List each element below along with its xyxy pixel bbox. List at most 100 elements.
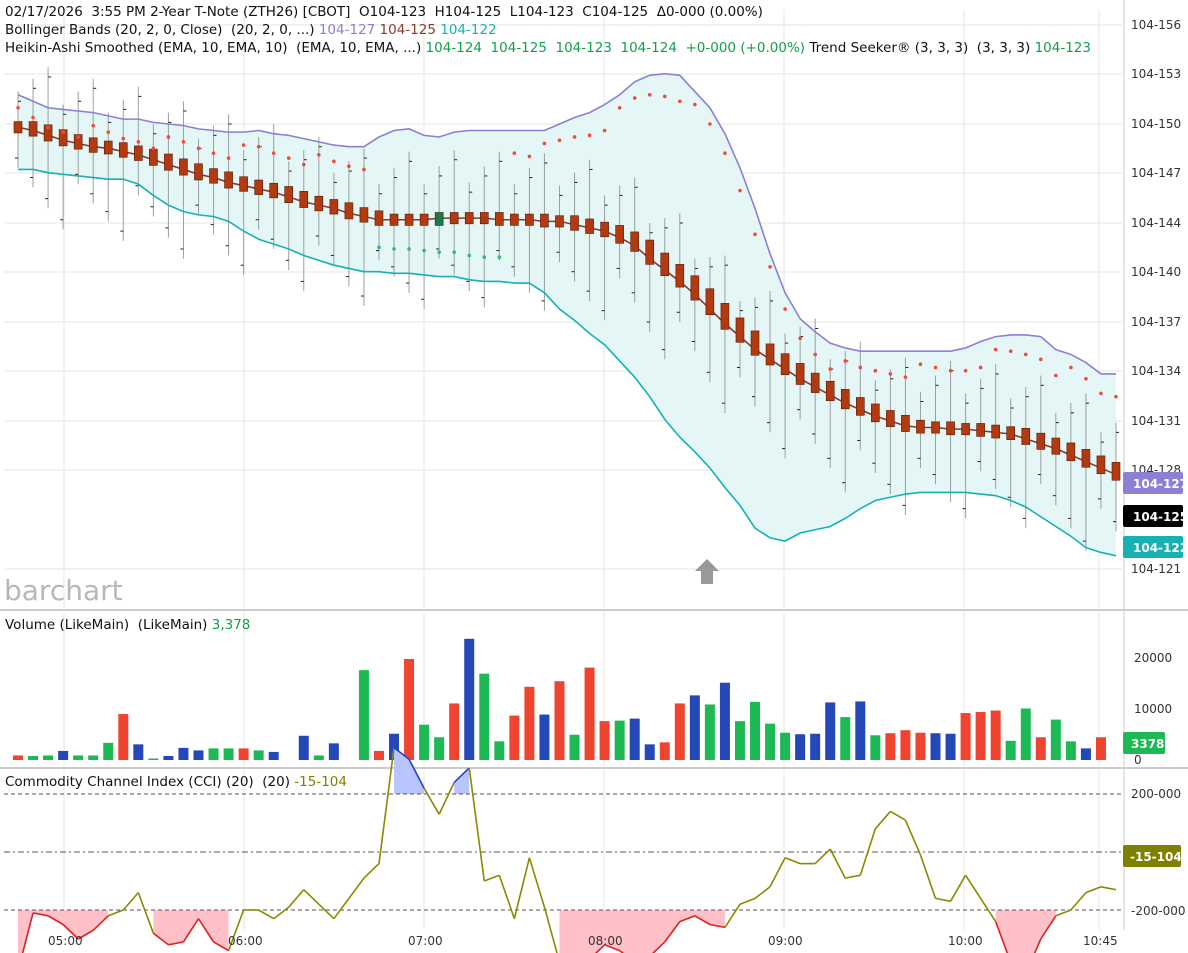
heikin-ashi-candle xyxy=(630,231,639,252)
trend-seeker-label: Trend Seeker® (3, 3, 3) (3, 3, 3) xyxy=(805,40,1035,56)
trend-seeker-dot xyxy=(407,247,411,251)
cci-line-segment xyxy=(664,921,681,943)
price-tag-label: 104-122 xyxy=(1133,541,1188,555)
trend-seeker-dot xyxy=(978,365,983,370)
volume-pane xyxy=(13,638,1106,760)
cci-line-segment xyxy=(964,874,982,899)
cci-tick-label: 200-000 xyxy=(1131,787,1181,801)
trend-seeker-dot xyxy=(948,368,953,373)
heikin-ashi-candle xyxy=(374,210,384,226)
volume-bar xyxy=(975,712,986,760)
volume-value: 3,378 xyxy=(211,617,251,633)
price-tag: 104-127 xyxy=(1123,472,1188,494)
heikin-ashi-candle xyxy=(419,213,429,226)
heikin-ashi-candle xyxy=(1096,455,1106,475)
volume-bar xyxy=(163,755,174,760)
heikin-ashi-candle xyxy=(389,213,399,226)
trend-seeker-dot xyxy=(527,154,532,159)
heikin-ashi-candle xyxy=(585,218,594,234)
time-tick-label: 07:00 xyxy=(408,934,443,948)
cci-line-segment xyxy=(694,915,711,926)
cci-legend[interactable]: Commodity Channel Index (CCI) (20) (20) … xyxy=(5,773,347,791)
time-tick-label: 08:00 xyxy=(588,934,623,948)
volume-bar xyxy=(599,721,610,760)
price-tick-label: 104-134 xyxy=(1131,364,1181,378)
cci-line-segment xyxy=(979,897,997,923)
heikin-ashi-candle xyxy=(916,419,925,434)
cci-line-segment xyxy=(137,892,155,934)
trend-seeker-dot xyxy=(196,146,201,151)
heikin-ashi-candle xyxy=(73,134,83,150)
cci-line-segment xyxy=(393,746,410,760)
volume-bar xyxy=(855,701,866,760)
trend-seeker-dot xyxy=(181,140,186,144)
volume-bar xyxy=(238,748,249,760)
heikin-ashi-candle xyxy=(961,423,970,436)
volume-bar xyxy=(915,732,926,760)
volume-bar xyxy=(734,721,745,760)
price-tag-label: 104-125 xyxy=(1133,510,1188,524)
cci-line-segment xyxy=(318,903,335,920)
heikin-ashi-candle xyxy=(329,199,339,215)
heikin-ashi-candle xyxy=(871,403,880,423)
trend-seeker-dot xyxy=(813,352,817,357)
trend-seeker-dot xyxy=(753,232,757,237)
cci-line-segment xyxy=(77,929,94,940)
volume-bar xyxy=(193,750,204,760)
cci-line-segment xyxy=(197,918,215,943)
trend-seeker-dot xyxy=(91,123,96,128)
price-tick-label: 104-121 xyxy=(1131,562,1181,576)
volume-bar xyxy=(479,673,490,760)
trend-seeker-dot xyxy=(903,375,908,379)
cci-line-segment xyxy=(303,889,320,905)
heikin-ashi-legend[interactable]: Heikin-Ashi Smoothed (EMA, 10, EMA, 10) … xyxy=(5,39,1091,57)
trend-seeker-dot xyxy=(963,368,968,373)
cci-oversold-fill xyxy=(995,910,1056,953)
trend-seeker-dot xyxy=(256,144,261,149)
heikin-ashi-candle xyxy=(540,213,549,228)
cci-line-segment xyxy=(874,810,891,830)
volume-bar xyxy=(584,667,595,760)
volume-bar xyxy=(389,733,400,760)
volume-bar xyxy=(930,733,941,760)
heikin-ashi-candle xyxy=(1066,442,1076,462)
trend-seeker-dot xyxy=(286,156,291,160)
heikin-ashi-candle xyxy=(118,142,128,158)
cci-line-segment xyxy=(1100,886,1117,891)
cci-line-segment xyxy=(904,819,922,856)
heikin-ashi-candle xyxy=(525,213,534,226)
heikin-ashi-candle xyxy=(1006,426,1016,440)
trend-seeker-dot xyxy=(888,372,893,376)
heikin-ashi-candle xyxy=(299,191,309,208)
heikin-ashi-candle xyxy=(209,168,218,184)
cci-line-segment xyxy=(594,944,606,953)
bollinger-legend[interactable]: Bollinger Bands (20, 2, 0, Close) (20, 2… xyxy=(5,21,497,39)
heikin-ashi-candle xyxy=(88,137,98,153)
cci-label: Commodity Channel Index (CCI) (20) (20) xyxy=(5,774,295,790)
trend-seeker-dot xyxy=(241,143,246,147)
heikin-ashi-candle xyxy=(765,343,775,366)
volume-tag-box xyxy=(1123,732,1165,754)
trend-seeker-dot xyxy=(993,347,998,352)
cci-line-segment xyxy=(333,897,350,920)
volume-bar xyxy=(509,715,520,760)
heikin-ashi-label: Heikin-Ashi Smoothed (EMA, 10, EMA, 10) … xyxy=(5,40,426,56)
volume-bar xyxy=(1050,719,1061,760)
volume-bar xyxy=(960,713,971,760)
volume-bar xyxy=(539,714,550,760)
heikin-ashi-candle xyxy=(645,239,655,265)
volume-legend[interactable]: Volume (LikeMain) (LikeMain) 3,378 xyxy=(5,616,250,634)
heikin-ashi-candle xyxy=(269,182,278,199)
trend-seeker-dot xyxy=(1038,357,1043,362)
trend-seeker-dot xyxy=(482,255,487,259)
cci-oversold-fill xyxy=(559,910,725,953)
trend-seeker-dot xyxy=(738,188,742,193)
cci-line-segment xyxy=(47,915,64,926)
heikin-ashi-candle xyxy=(886,410,895,427)
volume-bar xyxy=(1020,708,1031,760)
volume-bar xyxy=(1080,748,1091,760)
cci-line-segment xyxy=(348,877,365,899)
cci-line-segment xyxy=(679,915,696,923)
volume-bar xyxy=(13,755,23,760)
heikin-ashi-candle xyxy=(720,303,730,330)
